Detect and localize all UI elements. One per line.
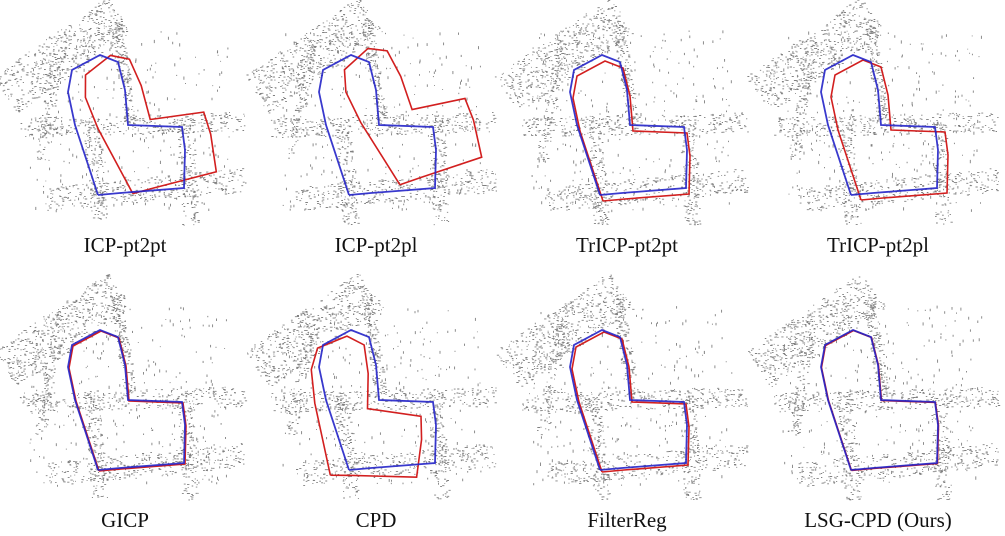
point-cloud: [0, 275, 247, 500]
panel: [748, 277, 1000, 500]
panel: [495, 0, 749, 225]
panel: [747, 0, 999, 224]
panel-label: ICP-pt2pt: [84, 233, 167, 257]
trajectory-estimated: [337, 28, 484, 192]
point-cloud: [0, 0, 247, 225]
trajectory-estimated: [301, 333, 432, 484]
point-cloud: [247, 1, 498, 225]
trajectory-ground-truth: [319, 330, 436, 470]
panel: [497, 275, 749, 499]
panel-label: TrICP-pt2pl: [827, 233, 929, 257]
panel-label: ICP-pt2pl: [335, 233, 418, 257]
panel: [247, 275, 497, 499]
point-cloud: [748, 277, 1000, 500]
figure: ICP-pt2pt ICP-pt2pl TrICP-pt2pt TrICP-pt2pl…: [0, 0, 1005, 536]
panel: [0, 0, 247, 225]
trajectory-ground-truth: [821, 55, 938, 195]
point-cloud: [747, 0, 999, 224]
panel-label: GICP: [101, 508, 149, 532]
trajectory-ground-truth: [570, 55, 687, 195]
point-cloud: [247, 275, 497, 499]
panel-label: CPD: [356, 508, 397, 532]
panel-label: FilterReg: [587, 508, 667, 532]
panel: [247, 1, 498, 225]
trajectory-estimated: [831, 60, 948, 200]
point-cloud: [495, 0, 749, 225]
panel-label: LSG-CPD (Ours): [804, 508, 952, 532]
trajectory-estimated: [79, 41, 219, 199]
panel-label: TrICP-pt2pt: [576, 233, 678, 257]
point-cloud: [497, 275, 749, 499]
panel: [0, 275, 247, 500]
